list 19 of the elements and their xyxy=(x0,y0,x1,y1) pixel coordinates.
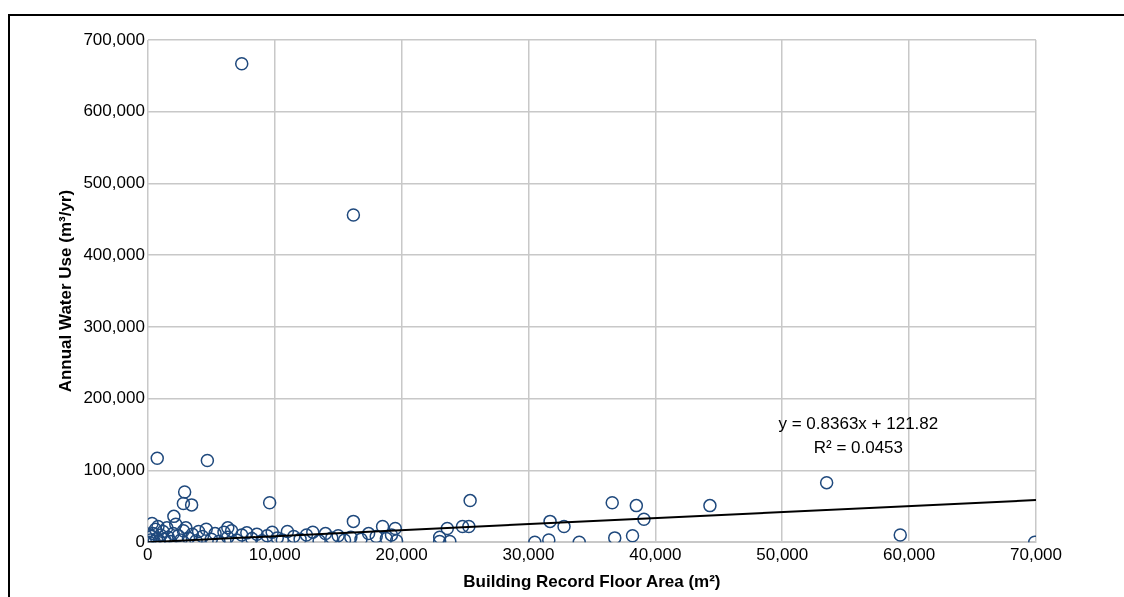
annotation: y = 0.8363x + 121.82 xyxy=(778,413,939,433)
x-tick-label: 70,000 xyxy=(1010,545,1062,565)
y-tick-label: 0 xyxy=(135,531,145,551)
y-tick-label: 100,000 xyxy=(83,460,145,480)
annotation: R² = 0.0453 xyxy=(813,437,904,457)
y-tick-label: 700,000 xyxy=(83,29,145,49)
y-tick-label: 500,000 xyxy=(83,173,145,193)
y-tick-label: 300,000 xyxy=(83,316,145,336)
x-tick-label: 30,000 xyxy=(502,545,555,565)
x-tick-label: 20,000 xyxy=(375,545,428,565)
y-axis-title: Annual Water Use (m³/yr) xyxy=(55,189,75,393)
x-tick-label: 60,000 xyxy=(883,545,936,565)
x-tick-label: 40,000 xyxy=(629,545,682,565)
x-axis-title: Building Record Floor Area (m²) xyxy=(463,572,721,592)
y-tick-label: 400,000 xyxy=(83,244,145,264)
x-tick-label: 10,000 xyxy=(248,545,301,565)
y-tick-label: 200,000 xyxy=(83,388,145,408)
y-tick-label: 600,000 xyxy=(83,101,145,121)
x-tick-label: 50,000 xyxy=(756,545,809,565)
